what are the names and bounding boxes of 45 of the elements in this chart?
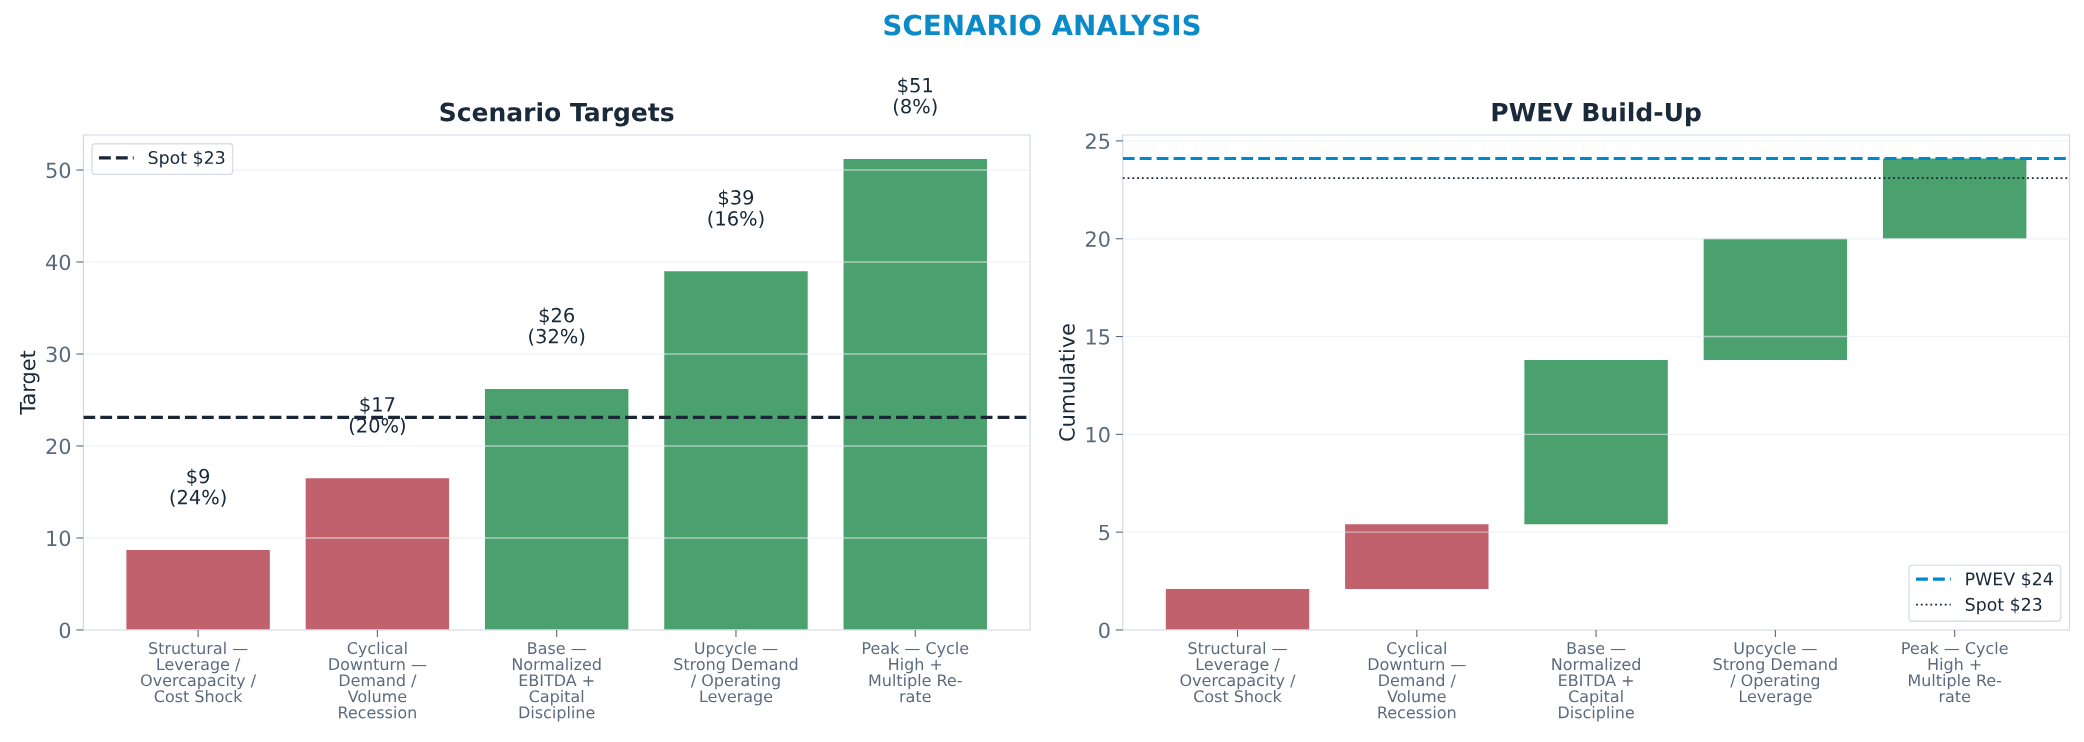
- legend-label: PWEV $24: [1966, 572, 2053, 588]
- y-axis-title: Cumulative: [1058, 324, 1075, 441]
- bar: [664, 271, 808, 630]
- bar: [484, 388, 629, 630]
- legend-label: Spot $23: [148, 150, 225, 168]
- y-tick-label: 10: [1086, 426, 1110, 443]
- data-label: $26 (32%): [529, 307, 585, 346]
- y-tick-label: 5: [1099, 524, 1110, 541]
- x-tick-label: Peak — Cycle High + Multiple Re- rate: [1902, 641, 2008, 703]
- y-tick-label: 15: [1086, 329, 1110, 345]
- x-tick-label: Upcycle — Strong Demand / Operating Leverage: [674, 641, 798, 706]
- y-tick-label: 20: [1085, 231, 1110, 247]
- y-tick-label: 20: [46, 438, 71, 455]
- x-tick-label: Structural — Leverage / Overcapacity / Cost Shock: [141, 641, 257, 703]
- x-tick-label: Upcycle — Strong Demand / Operating Leverage: [1713, 641, 1837, 706]
- bar: [843, 158, 987, 630]
- data-label: $39 (16%): [708, 189, 764, 229]
- x-tick-label: Peak — Cycle High + Multiple Re- rate: [862, 641, 969, 703]
- y-axis-title: Target: [19, 350, 40, 415]
- y-tick-label: 0: [59, 622, 71, 639]
- y-tick-label: 0: [1099, 622, 1110, 639]
- x-tick-label: Cyclical Downturn — Demand / Volume Recession: [1368, 641, 1466, 719]
- x-tick-label: Base — Normalized EBITDA + Capital Discipline: [512, 642, 601, 722]
- bar: [1345, 524, 1489, 589]
- x-tick-label: Cyclical Downturn — Demand / Volume Recession: [329, 641, 427, 719]
- data-label: $51 (8%): [893, 77, 937, 116]
- y-tick-label: 30: [46, 346, 71, 363]
- y-tick-label: 10: [47, 530, 71, 547]
- legend-label: Spot $23: [1965, 597, 2042, 615]
- y-tick-label: 50: [46, 162, 71, 179]
- x-tick-label: Base — Normalized EBITDA + Capital Discipline: [1552, 642, 1640, 722]
- y-tick-label: 40: [46, 254, 71, 271]
- bar: [305, 478, 450, 630]
- chart-title: PWEV Build-Up: [1492, 102, 1701, 127]
- bar: [1882, 158, 2027, 239]
- bar: [1524, 360, 1668, 525]
- y-tick-label: 25: [1085, 133, 1110, 150]
- x-tick-label: Structural — Leverage / Overcapacity / Cost Shock: [1180, 641, 1296, 703]
- bar: [1703, 238, 1848, 360]
- chart-title: Scenario Targets: [440, 102, 674, 127]
- data-label: $9 (24%): [170, 468, 226, 507]
- bar: [126, 549, 270, 630]
- data-label: $17 (20%): [349, 396, 405, 436]
- bar: [1165, 588, 1310, 630]
- text: SCENARIO ANALYSIS: [884, 14, 1200, 36]
